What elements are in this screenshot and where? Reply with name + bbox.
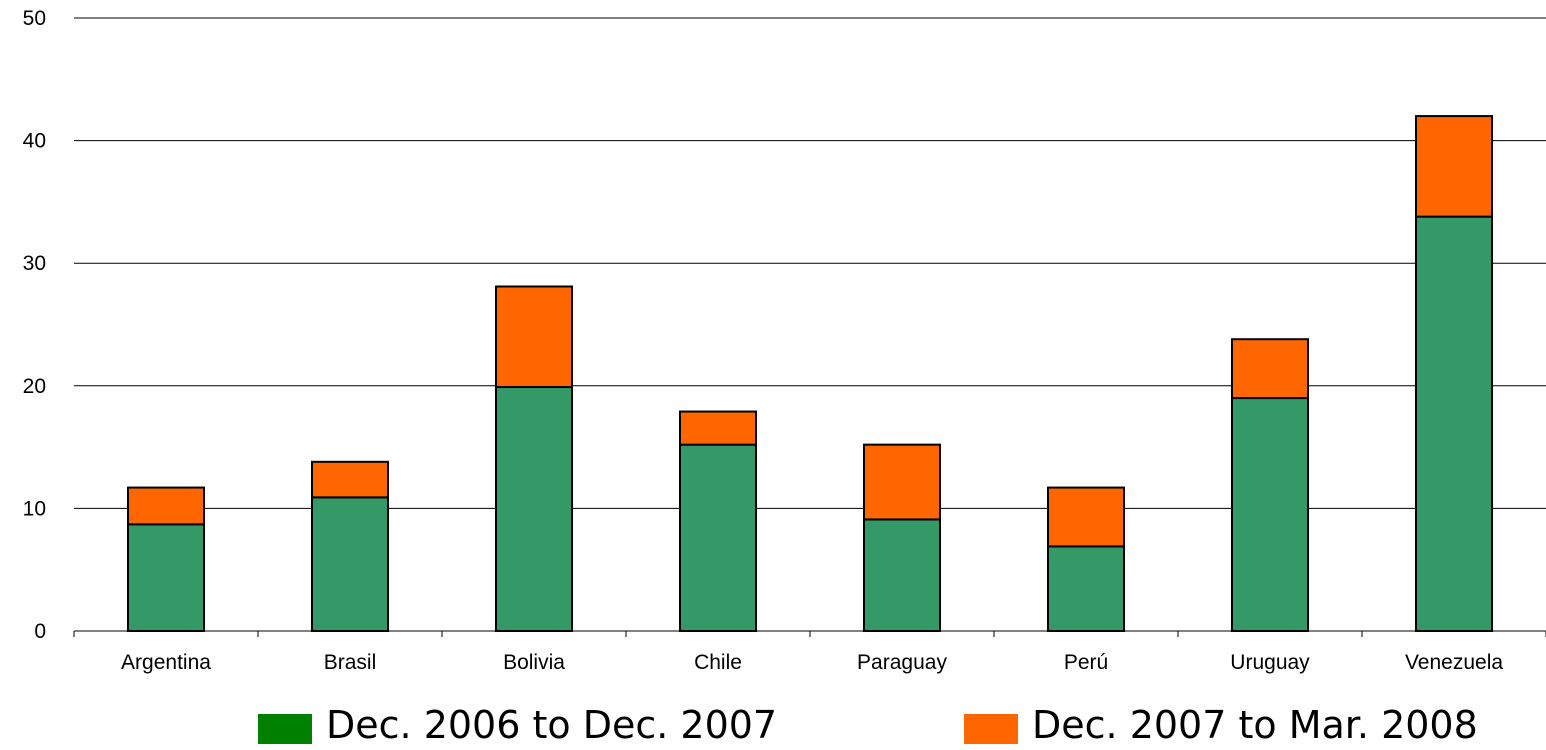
bar-segment-series-1-7 xyxy=(1415,215,1493,632)
x-tick-label: Bolivia xyxy=(503,651,565,674)
y-tick-label: 30 xyxy=(23,252,46,275)
legend-swatch-series-1 xyxy=(258,714,312,744)
bar-segment-series-1-1 xyxy=(311,496,389,632)
bar-segment-series-2-6 xyxy=(1231,338,1309,400)
legend-label-series-2: Dec. 2007 to Mar. 2008 xyxy=(1032,703,1478,747)
y-axis-tick-labels: 0 10 20 30 40 50 xyxy=(23,7,46,643)
y-tick-label: 10 xyxy=(23,497,46,520)
bar-segment-series-1-6 xyxy=(1231,397,1309,632)
x-tick-label: Venezuela xyxy=(1405,651,1503,674)
y-tick-label: 40 xyxy=(23,130,46,153)
gridlines xyxy=(74,17,1546,509)
x-tick-label: Perú xyxy=(1064,651,1108,674)
bar-segment-series-1-0 xyxy=(127,523,205,633)
x-tick-label: Uruguay xyxy=(1230,651,1310,674)
bars xyxy=(127,115,1493,633)
bar-segment-series-1-2 xyxy=(495,386,573,632)
bar-segment-series-1-3 xyxy=(679,443,757,633)
legend-item-series-1: Dec. 2006 to Dec. 2007 xyxy=(258,700,777,750)
legend-label-series-1: Dec. 2006 to Dec. 2007 xyxy=(326,703,778,747)
bar-segment-series-2-7 xyxy=(1415,115,1493,218)
bar-segment-series-2-5 xyxy=(1047,486,1125,548)
bar-segment-series-2-0 xyxy=(127,486,205,526)
bar-segment-series-1-5 xyxy=(1047,545,1125,633)
bar-segment-series-2-3 xyxy=(679,410,757,446)
x-axis-tick-labels: Argentina Brasil Bolivia Chile Paraguay Perú U… xyxy=(121,651,1503,674)
y-tick-label: 50 xyxy=(23,7,46,30)
stacked-bar-chart: 0 10 20 30 40 50 Argentina Brasil Bolivia Chile P… xyxy=(23,7,1546,674)
x-tick-label: Chile xyxy=(694,651,742,674)
bar-segment-series-2-2 xyxy=(495,285,573,389)
x-tick-label: Argentina xyxy=(121,651,211,674)
legend-item-series-2: Dec. 2007 to Mar. 2008 xyxy=(964,700,1478,750)
bar-segment-series-2-4 xyxy=(863,443,941,521)
x-axis xyxy=(73,630,1546,637)
bar-segment-series-2-1 xyxy=(311,460,389,499)
x-tick-label: Brasil xyxy=(324,651,377,674)
x-tick-label: Paraguay xyxy=(857,651,947,674)
bar-segment-series-1-4 xyxy=(863,518,941,633)
y-tick-label: 0 xyxy=(34,620,46,643)
y-tick-label: 20 xyxy=(23,375,46,398)
legend-swatch-series-2 xyxy=(964,714,1018,744)
